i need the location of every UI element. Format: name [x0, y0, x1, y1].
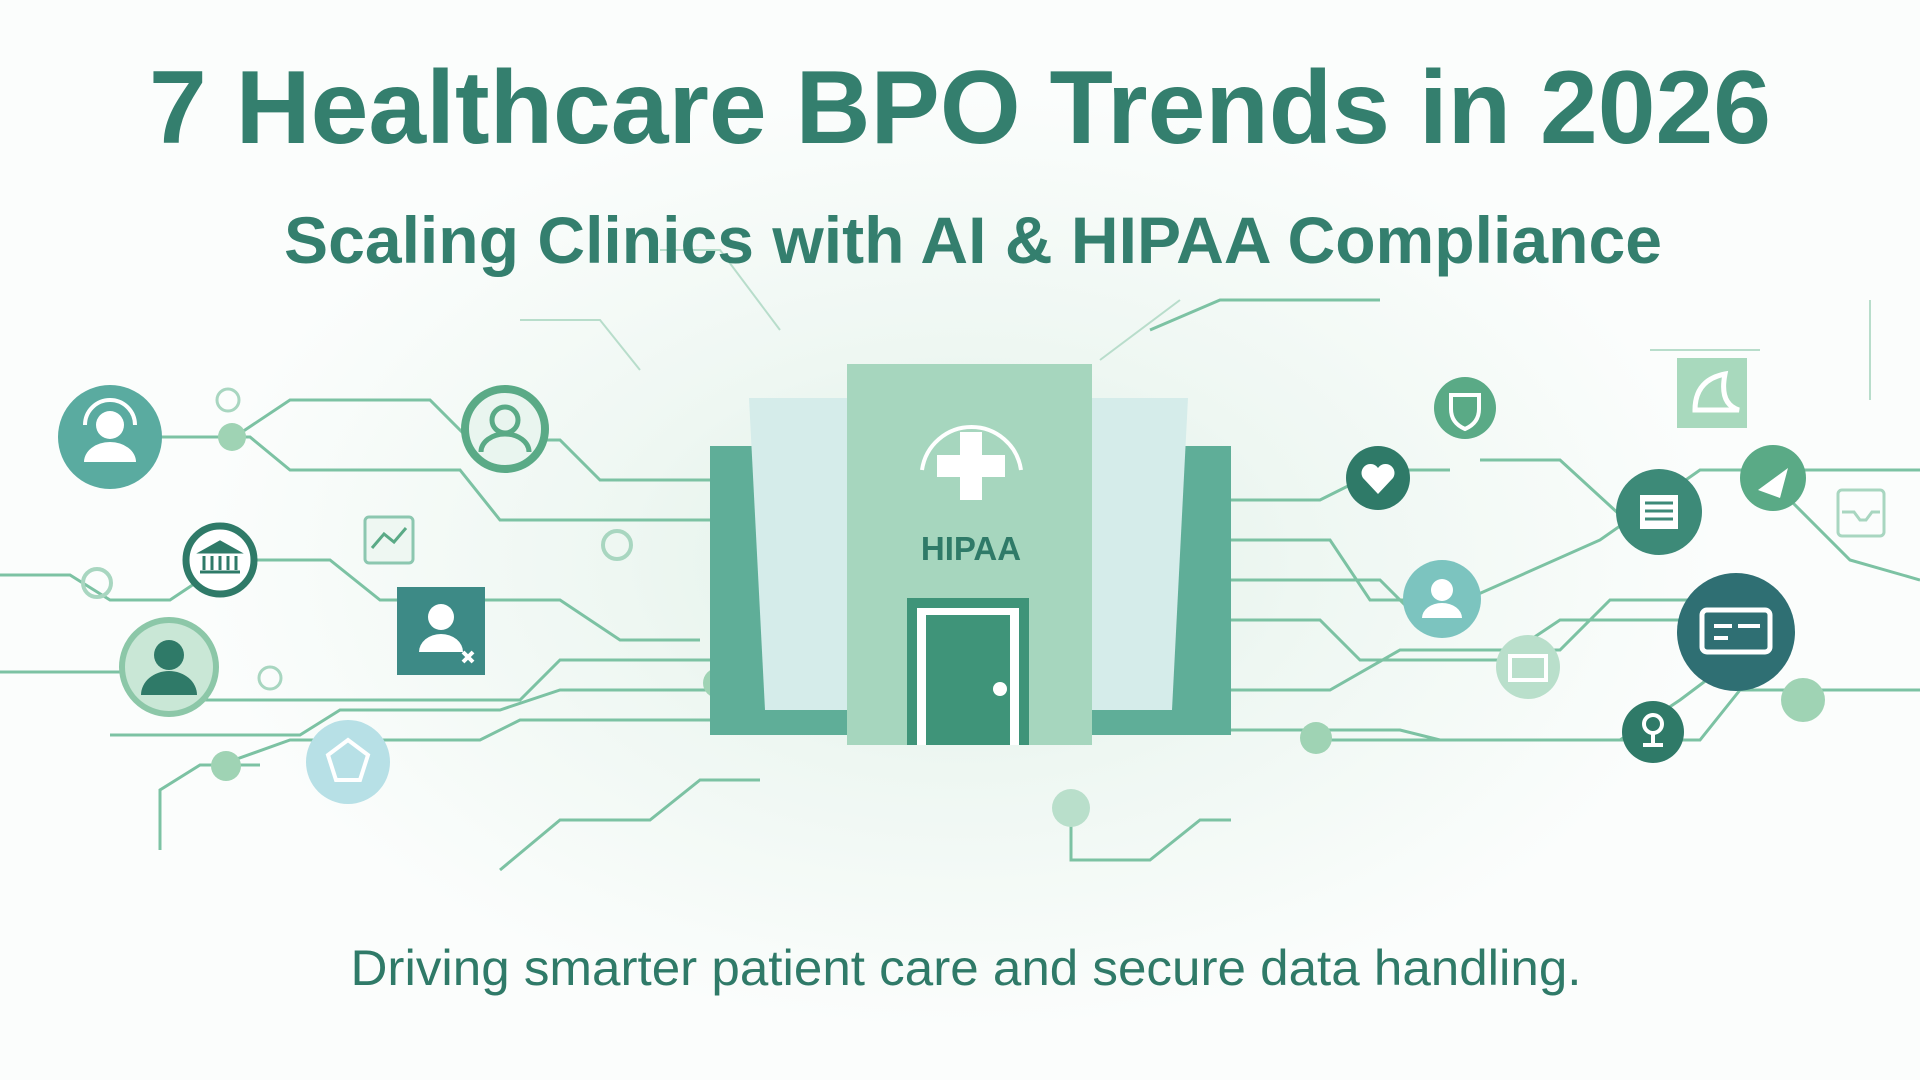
cross-arc — [920, 425, 1023, 471]
network-icon — [306, 720, 390, 804]
medical-cross-icon — [937, 432, 1005, 500]
bank-icon — [182, 522, 258, 598]
user-remove-icon — [397, 587, 485, 675]
door — [926, 615, 1010, 745]
page-subtitle: Scaling Clinics with AI & HIPAA Complian… — [284, 203, 1662, 277]
clipboard-icon — [1052, 789, 1090, 827]
user-outline-icon — [461, 385, 549, 473]
building-label: HIPAA — [921, 530, 1021, 567]
circuit-lines — [0, 249, 1920, 872]
inbox-icon — [1836, 488, 1886, 538]
user-profile-icon — [119, 617, 219, 717]
support-agent-icon — [58, 385, 162, 489]
shield-icon — [1434, 377, 1496, 439]
hipaa-building: HIPAA — [710, 364, 1231, 745]
monitor-icon — [1496, 635, 1560, 699]
page-title: 7 Healthcare BPO Trends in 2026 — [149, 50, 1771, 166]
analytics-chart-icon — [363, 515, 415, 565]
tagline: Driving smarter patient care and secure … — [351, 940, 1582, 996]
door-knob — [993, 682, 1007, 696]
send-icon — [1740, 445, 1806, 511]
puzzle-icon — [1677, 358, 1747, 428]
chat-icon — [1677, 573, 1795, 691]
user-icon — [1403, 560, 1481, 638]
document-icon — [1616, 469, 1702, 555]
heart-icon — [1346, 446, 1410, 510]
location-pin-icon — [1622, 701, 1684, 763]
